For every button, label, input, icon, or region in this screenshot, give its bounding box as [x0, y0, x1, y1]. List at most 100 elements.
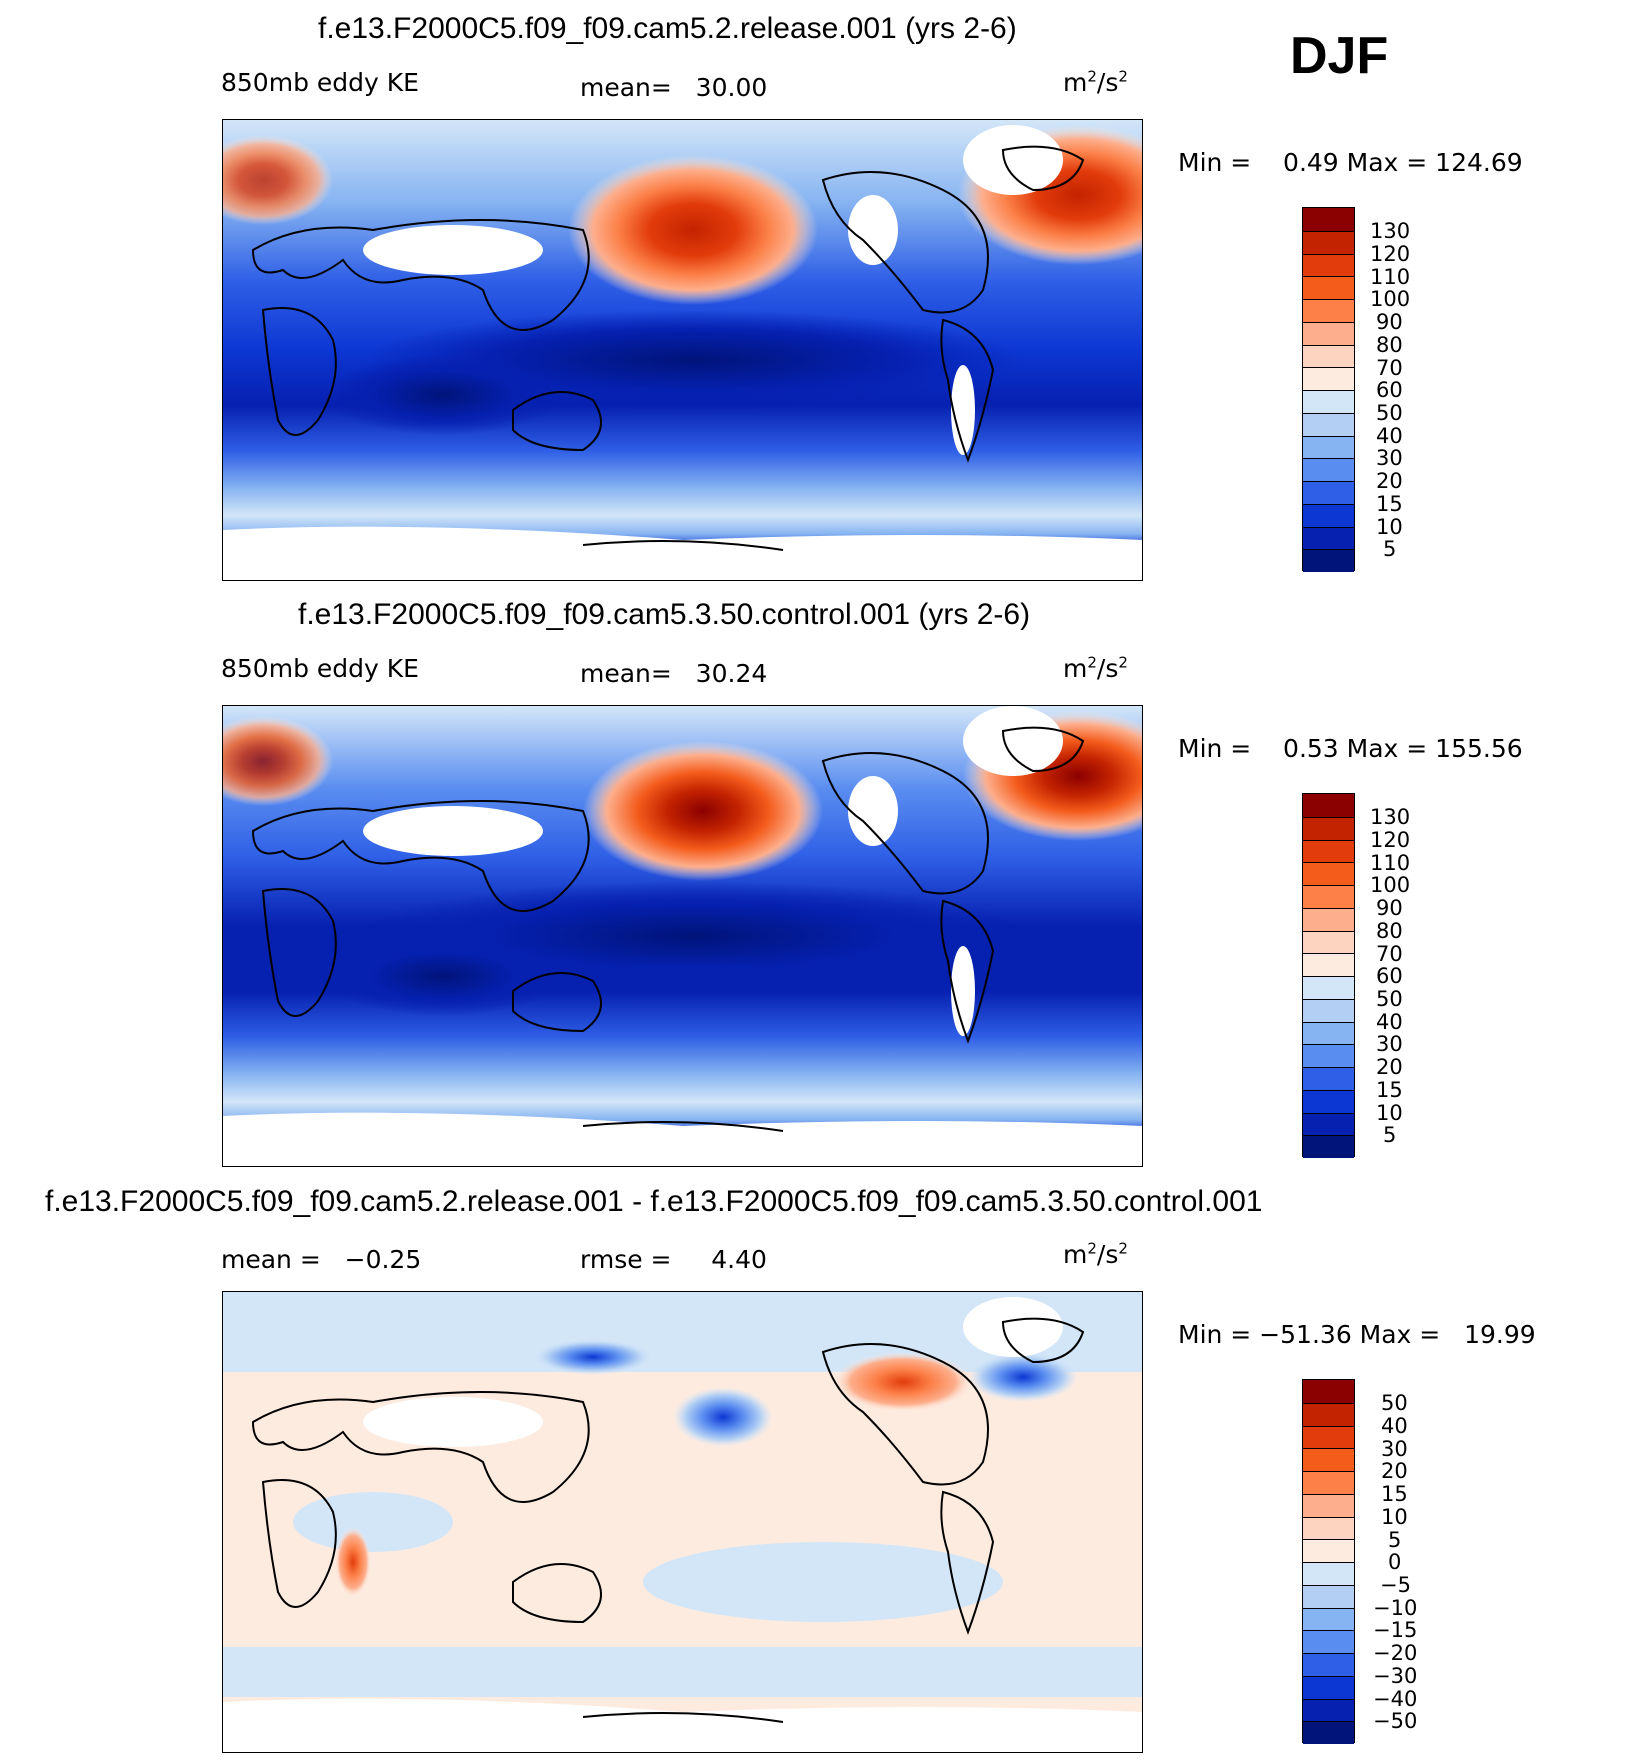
panel1-colorbar-swatch: [1303, 276, 1354, 299]
panel2-colorbar-swatch: [1303, 1112, 1354, 1136]
panel1-mean-label: mean= 30.00: [580, 73, 768, 102]
panel2-units: m2/s2: [1063, 653, 1128, 683]
panel1-colorbar-label: 30: [1376, 446, 1403, 470]
panel3-colorbar-swatch: [1303, 1380, 1354, 1403]
panel1-colorbar-swatch: [1303, 208, 1354, 231]
panel1-colorbar-swatch: [1303, 344, 1354, 368]
panel3-minmax: Min = −51.36 Max = 19.99: [1178, 1320, 1536, 1349]
panel1-colorbar-swatch: [1303, 412, 1354, 436]
panel3-colorbar-swatch: [1303, 1516, 1354, 1540]
panel2-colorbar-swatch: [1303, 1067, 1354, 1090]
panel2-colorbar-swatch: [1303, 839, 1354, 863]
panel3-colorbar-swatch: [1303, 1721, 1354, 1744]
panel1-colorbar-swatch: [1303, 435, 1354, 459]
panel3-colorbar-swatch: [1303, 1562, 1354, 1585]
panel3-colorbar-swatch: [1303, 1607, 1354, 1631]
panel1-map: [222, 119, 1143, 581]
panel1-minmax: Min = 0.49 Max = 124.69: [1178, 148, 1523, 177]
panel2-colorbar-label: 40: [1376, 1010, 1403, 1034]
panel2-colorbar-label: 110: [1370, 851, 1411, 875]
panel3-colorbar-swatch: [1303, 1471, 1354, 1494]
panel2-colorbar-label: 120: [1370, 828, 1411, 852]
panel3-colorbar-label: 20: [1381, 1459, 1408, 1483]
panel2-colorbar-swatch: [1303, 976, 1354, 999]
panel3-colorbar-swatch: [1303, 1584, 1354, 1608]
panel1-colorbar-label: 5: [1383, 537, 1397, 561]
panel1-colorbar-swatch: [1303, 367, 1354, 390]
panel3-colorbar-label: 30: [1381, 1437, 1408, 1461]
panel1-title: f.e13.F2000C5.f09_f09.cam5.2.release.001…: [318, 12, 1017, 45]
panel2-colorbar-label: 5: [1383, 1123, 1397, 1147]
panel3-colorbar: [1302, 1379, 1355, 1744]
panel2-colorbar-label: 100: [1370, 873, 1411, 897]
panel3-colorbar-swatch: [1303, 1539, 1354, 1562]
panel1-colorbar-label: 20: [1376, 469, 1403, 493]
panel2-colorbar-swatch: [1303, 907, 1354, 931]
panel3-colorbar-label: −40: [1373, 1687, 1418, 1711]
panel3-colorbar-label: −5: [1380, 1573, 1411, 1597]
panel2-colorbar-swatch: [1303, 816, 1354, 840]
panel2-colorbar-swatch: [1303, 953, 1354, 976]
panel1-colorbar-label: 10: [1376, 515, 1403, 539]
panel1-colorbar-swatch: [1303, 549, 1354, 572]
panel2-colorbar-swatch: [1303, 1135, 1354, 1158]
panel3-colorbar-swatch: [1303, 1493, 1354, 1517]
panel3-rmse-label: rmse = 4.40: [580, 1245, 767, 1274]
panel2-colorbar-swatch: [1303, 885, 1354, 908]
panel1-map-field: [223, 120, 1142, 580]
panel3-colorbar-swatch: [1303, 1698, 1354, 1722]
panel2-variable-label: 850mb eddy KE: [221, 654, 419, 683]
panel1-colorbar-label: 130: [1370, 219, 1411, 243]
panel2-colorbar-swatch: [1303, 862, 1354, 885]
panel2-colorbar-swatch: [1303, 794, 1354, 817]
panel1-colorbar-swatch: [1303, 481, 1354, 504]
panel3-units: m2/s2: [1063, 1239, 1128, 1269]
panel3-colorbar-label: 15: [1381, 1482, 1408, 1506]
panel3-colorbar-label: −30: [1373, 1664, 1418, 1688]
panel2-colorbar-label: 90: [1376, 896, 1403, 920]
panel3-colorbar-swatch: [1303, 1448, 1354, 1471]
panel1-colorbar-swatch: [1303, 526, 1354, 550]
panel1-colorbar-label: 80: [1376, 333, 1403, 357]
panel3-map-field: [223, 1292, 1142, 1752]
panel1-colorbar-label: 100: [1370, 287, 1411, 311]
panel3-colorbar-swatch: [1303, 1402, 1354, 1426]
panel3-colorbar-label: 5: [1388, 1528, 1402, 1552]
panel1-colorbar-swatch: [1303, 390, 1354, 413]
panel1-colorbar-swatch: [1303, 299, 1354, 322]
panel3-colorbar-label: −15: [1373, 1618, 1418, 1642]
panel3-colorbar-swatch: [1303, 1653, 1354, 1676]
panel2-colorbar-swatch: [1303, 1021, 1354, 1045]
panel3-mean-label: mean = −0.25: [221, 1245, 422, 1274]
panel3-colorbar-label: −20: [1373, 1641, 1418, 1665]
panel3-title: f.e13.F2000C5.f09_f09.cam5.2.release.001…: [45, 1185, 1263, 1218]
panel3-colorbar-label: 10: [1381, 1505, 1408, 1529]
panel2-colorbar-swatch: [1303, 930, 1354, 954]
panel1-variable-label: 850mb eddy KE: [221, 68, 419, 97]
panel2-map: [222, 705, 1143, 1167]
panel3-colorbar-swatch: [1303, 1675, 1354, 1699]
panel2-colorbar-label: 10: [1376, 1101, 1403, 1125]
panel1-colorbar-label: 60: [1376, 378, 1403, 402]
panel2-colorbar-swatch: [1303, 998, 1354, 1022]
panel2-colorbar-label: 50: [1376, 987, 1403, 1011]
panel2-colorbar-label: 130: [1370, 805, 1411, 829]
panel2-colorbar: [1302, 793, 1355, 1158]
panel2-colorbar-label: 70: [1376, 942, 1403, 966]
panel2-colorbar-label: 15: [1376, 1078, 1403, 1102]
panel1-colorbar-label: 40: [1376, 424, 1403, 448]
panel1-colorbar-swatch: [1303, 230, 1354, 254]
panel3-colorbar-swatch: [1303, 1425, 1354, 1449]
panel2-colorbar-swatch: [1303, 1044, 1354, 1067]
panel1-colorbar-label: 110: [1370, 265, 1411, 289]
panel2-colorbar-label: 20: [1376, 1055, 1403, 1079]
panel1-colorbar-label: 70: [1376, 356, 1403, 380]
panel2-colorbar-swatch: [1303, 1089, 1354, 1113]
panel2-colorbar-label: 30: [1376, 1032, 1403, 1056]
panel3-colorbar-label: −50: [1373, 1709, 1418, 1733]
panel1-colorbar-label: 120: [1370, 242, 1411, 266]
panel1-colorbar-swatch: [1303, 503, 1354, 527]
panel3-colorbar-label: 50: [1381, 1391, 1408, 1415]
panel1-colorbar-swatch: [1303, 458, 1354, 481]
panel1-colorbar-swatch: [1303, 321, 1354, 345]
